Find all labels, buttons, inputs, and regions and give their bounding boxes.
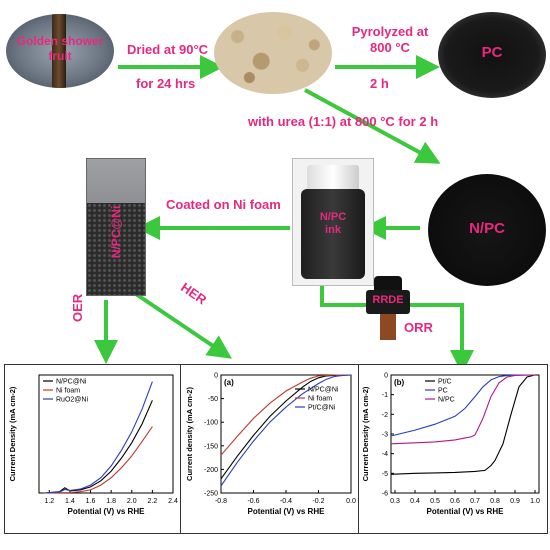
golden-shower-fruit-photo: Golden shower fruit	[6, 14, 114, 88]
step-orr-label: ORR	[404, 320, 433, 335]
step-pyrolyzed-text: Pyrolyzed at 800 °C	[351, 24, 429, 55]
y-tick-label: 0	[384, 373, 388, 380]
y-tick-label: 0	[214, 373, 218, 380]
x-tick-label: 0.0	[346, 498, 356, 505]
ni-foam-electrode-photo: N/PC@Ni	[86, 158, 146, 296]
y-tick-label: -1	[382, 392, 388, 399]
ink-label: N/PC ink	[319, 211, 347, 236]
series-line-1	[44, 426, 153, 494]
legend-label: N/PC@Ni	[56, 379, 87, 386]
x-tick-label: 0.6	[450, 498, 460, 505]
pc-label: PC	[481, 44, 503, 61]
series-line-2	[390, 374, 536, 445]
x-tick-label: 2.4	[168, 498, 178, 505]
legend-label: PC	[438, 388, 448, 395]
y-axis-label: Current Density (mA cm-2)	[361, 386, 370, 481]
orr-chart: 0.3 0.4 0.5 0.6 0.7 0.8 0.9 1.0 0 -1 -2 -3 -4 -5 -6 Pot…	[361, 373, 540, 517]
x-tick-label: -0.2	[312, 498, 324, 505]
series-line-1	[220, 374, 351, 456]
her-chart: -0.8 -0.6 -0.4 -0.2 0.0 0 -50 -100 -150 -200 -250 P…	[185, 373, 356, 517]
x-axis-label: Potential (V) vs RHE	[68, 507, 146, 516]
plot-frame	[38, 374, 174, 494]
series-line-1	[390, 374, 535, 437]
y-tick-label: -250	[204, 491, 218, 498]
y-tick-label: -150	[204, 443, 218, 450]
x-tick-label: 2.2	[148, 498, 158, 505]
oer-chart: 1.2 1.4 1.6 1.8 2.0 2.2 2.4 Potential (V) vs RH…	[8, 374, 178, 516]
legend-label: N/PC	[438, 397, 455, 404]
y-tick-label: -200	[204, 467, 218, 474]
legend-label: RuO2@Ni	[56, 397, 88, 404]
x-tick-label: 2.0	[127, 498, 137, 505]
step-urea-label: with urea (1:1) at 800 °C for 2 h	[248, 114, 439, 129]
x-tick-label: 1.0	[530, 498, 540, 505]
y-tick-label: -100	[204, 420, 218, 427]
y-tick-label: -2	[382, 412, 388, 419]
npc-ink-vial-photo: N/PC ink	[292, 158, 374, 286]
arrow-her	[128, 288, 232, 359]
x-tick-label: 0.4	[410, 498, 420, 505]
step-dried-time-label: for 24 hrs	[136, 76, 196, 91]
x-tick-label: 0.8	[490, 498, 500, 505]
her-chart-panel: -0.8 -0.6 -0.4 -0.2 0.0 0 -50 -100 -150 -200 -250 P…	[180, 364, 360, 534]
series-line-2	[44, 381, 153, 494]
step-oer-label: OER	[70, 293, 85, 322]
legend-label: Ni foam	[56, 388, 80, 395]
series-line-0	[390, 374, 536, 475]
arrow-urea	[304, 88, 441, 164]
y-tick-label: -5	[382, 471, 388, 478]
step-dried-label: Dried at 90°C	[127, 42, 209, 57]
y-tick-label: -6	[382, 491, 388, 498]
dried-fruit-photo	[214, 12, 332, 94]
step-pyrolyzed-time-label: 2 h	[370, 76, 389, 91]
legend-label: Ni foam	[308, 396, 332, 403]
x-axis-label: Potential (V) vs RHE	[248, 507, 326, 516]
npc-powder-photo: N/PC	[428, 174, 546, 286]
y-axis-label: Current Density (mA cm-2)	[8, 386, 17, 481]
orr-chart-panel: 0.3 0.4 0.5 0.6 0.7 0.8 0.9 1.0 0 -1 -2 -3 -4 -5 -6 Pot…	[358, 364, 548, 534]
fruit-label: Golden shower fruit	[16, 34, 104, 63]
x-tick-label: 0.5	[430, 498, 440, 505]
x-tick-label: 0.7	[470, 498, 480, 505]
x-tick-label: -0.4	[280, 498, 292, 505]
legend-label: Pt/C	[438, 379, 452, 386]
oer-chart-panel: 1.2 1.4 1.6 1.8 2.0 2.2 2.4 Potential (V) vs RH…	[4, 364, 182, 534]
electrode-label: N/PC@Ni	[109, 205, 123, 259]
step-coated-label: Coated on Ni foam	[166, 197, 281, 212]
chart-title: (b)	[394, 378, 405, 387]
y-tick-label: -50	[208, 396, 218, 403]
legend-label: Pt/C@Ni	[308, 405, 336, 412]
rrde-electrode: RRDE	[366, 276, 410, 346]
pc-powder-photo: PC	[438, 12, 546, 98]
x-tick-label: 1.8	[106, 498, 116, 505]
legend-label: N/PC@Ni	[308, 387, 339, 394]
chart-title: (a)	[224, 378, 234, 387]
y-axis-label: Current density (mA cm-2)	[185, 387, 194, 481]
x-tick-label: 0.3	[390, 498, 400, 505]
npc-label: N/PC	[469, 220, 505, 237]
series-line-0	[44, 400, 153, 494]
x-tick-label: 1.6	[86, 498, 96, 505]
y-tick-label: -3	[382, 432, 388, 439]
x-tick-label: 1.4	[65, 498, 75, 505]
rrde-label: RRDE	[372, 294, 404, 306]
x-tick-label: 1.2	[44, 498, 54, 505]
x-axis-label: Potential (V) vs RHE	[427, 507, 505, 516]
x-tick-label: -0.8	[215, 498, 227, 505]
x-tick-label: -0.6	[247, 498, 259, 505]
x-tick-label: 0.9	[510, 498, 520, 505]
series-line-2	[220, 374, 352, 487]
y-tick-label: -4	[382, 451, 388, 458]
step-pyrolyzed-label: Pyrolyzed at 800 °C	[345, 24, 435, 56]
